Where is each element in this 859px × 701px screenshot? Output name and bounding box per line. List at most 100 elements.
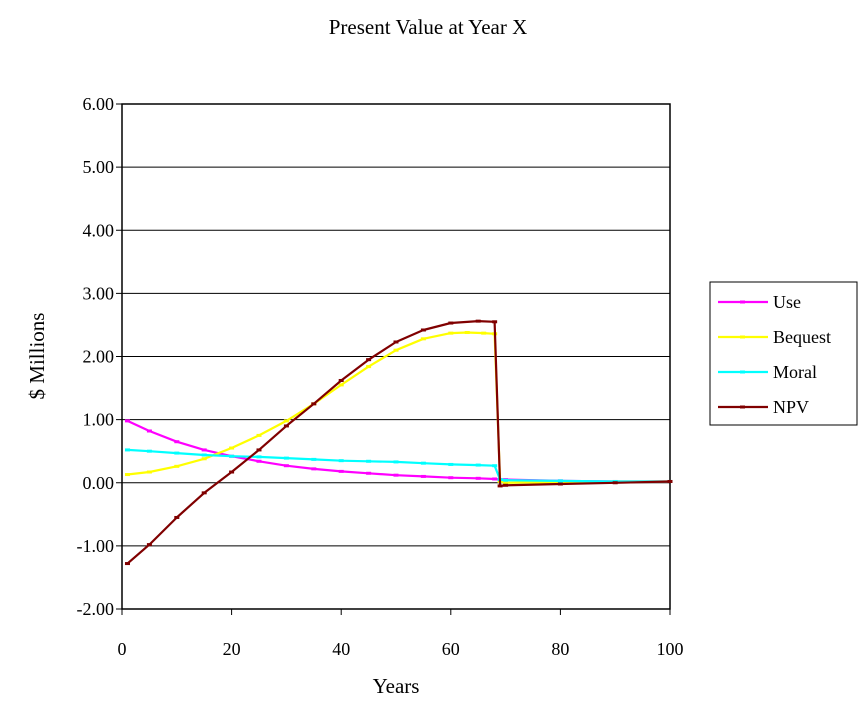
y-tick-label: 0.00: [83, 473, 115, 493]
x-tick-label: 40: [332, 639, 350, 659]
data-point-bequest: [174, 464, 180, 468]
data-point-moral: [492, 464, 498, 468]
data-point-npv: [420, 328, 426, 332]
data-point-use: [201, 448, 207, 452]
data-point-use: [256, 459, 262, 463]
legend-marker-npv: [740, 405, 745, 409]
series-line-use: [127, 419, 670, 483]
data-point-moral: [393, 460, 399, 464]
x-axis-ticks: 0 20 40 60 80 100: [118, 609, 684, 659]
legend-marker-bequest: [740, 335, 745, 339]
data-point-npv: [612, 481, 618, 485]
data-point-npv: [492, 320, 498, 324]
data-point-npv: [338, 378, 344, 382]
grid: [122, 166, 670, 547]
data-point-moral: [124, 448, 130, 452]
data-point-moral: [448, 462, 454, 466]
data-point-bequest: [338, 383, 344, 387]
data-point-npv: [557, 482, 563, 486]
y-axis-title: $ Millions: [25, 313, 49, 400]
y-tick-label: 1.00: [83, 410, 115, 430]
data-point-use: [283, 464, 289, 468]
data-point-npv: [174, 515, 180, 519]
x-tick-label: 100: [657, 639, 684, 659]
data-point-use: [174, 440, 180, 444]
y-tick-label: 6.00: [83, 94, 115, 114]
legend-label-use: Use: [773, 292, 801, 312]
data-point-use: [393, 473, 399, 477]
data-point-use: [146, 429, 152, 433]
y-tick-label: 3.00: [83, 283, 115, 303]
y-tick-label: 5.00: [83, 157, 115, 177]
data-point-use: [492, 477, 498, 481]
series-line-npv: [126, 320, 671, 565]
data-point-bequest: [481, 331, 487, 335]
data-point-bequest: [229, 446, 235, 450]
y-tick-label: 4.00: [83, 220, 115, 240]
legend-marker-use: [740, 300, 745, 304]
data-point-npv: [448, 321, 454, 325]
data-point-npv: [311, 402, 317, 406]
x-tick-label: 60: [442, 639, 460, 659]
x-tick-label: 80: [551, 639, 569, 659]
data-point-npv: [124, 562, 130, 566]
data-point-moral: [229, 454, 235, 458]
data-point-bequest: [448, 331, 454, 335]
data-point-moral: [475, 463, 481, 467]
legend-marker-moral: [740, 370, 745, 374]
data-point-npv: [366, 358, 372, 362]
series-lines: [124, 319, 673, 566]
y-tick-label: 2.00: [83, 347, 115, 367]
data-point-bequest: [366, 365, 372, 369]
data-point-use: [366, 471, 372, 475]
data-point-bequest: [283, 419, 289, 423]
data-point-npv: [497, 484, 503, 488]
data-point-bequest: [420, 337, 426, 341]
data-point-npv: [475, 319, 481, 323]
legend-box: [709, 281, 858, 426]
data-point-moral: [338, 459, 344, 463]
data-point-moral: [557, 479, 563, 483]
data-point-moral: [503, 478, 509, 482]
legend-label-bequest: Bequest: [773, 327, 831, 347]
data-point-moral: [256, 455, 262, 459]
data-point-npv: [667, 479, 673, 483]
data-point-moral: [283, 456, 289, 460]
legend-label-moral: Moral: [773, 362, 817, 382]
data-point-bequest: [124, 473, 130, 477]
data-point-moral: [174, 451, 180, 455]
data-point-use: [124, 419, 130, 423]
data-point-moral: [420, 461, 426, 465]
data-point-npv: [503, 483, 509, 487]
data-point-npv: [201, 491, 207, 495]
data-point-bequest: [464, 331, 470, 335]
y-tick-label: -1.00: [77, 536, 115, 556]
data-point-moral: [311, 457, 317, 461]
data-point-moral: [146, 449, 152, 453]
legend-label-npv: NPV: [773, 397, 809, 417]
data-point-npv: [283, 424, 289, 428]
x-tick-label: 20: [223, 639, 241, 659]
x-axis-title: Years: [373, 674, 420, 698]
data-point-npv: [146, 543, 152, 547]
series-line-moral: [127, 448, 670, 483]
data-point-use: [338, 469, 344, 473]
data-point-moral: [201, 453, 207, 457]
chart-title: Present Value at Year X: [329, 15, 528, 39]
y-axis-ticks: -2.00 -1.00 0.00 1.00 2.00 3.00 4.00 5.00 6.00: [77, 94, 122, 619]
data-point-use: [311, 467, 317, 471]
data-point-bequest: [393, 348, 399, 352]
data-point-npv: [393, 340, 399, 344]
data-point-npv: [229, 470, 235, 474]
data-point-bequest: [503, 481, 509, 485]
data-point-use: [448, 476, 454, 480]
data-point-bequest: [256, 433, 262, 437]
data-point-use: [420, 474, 426, 478]
data-point-moral: [366, 459, 372, 463]
data-point-npv: [256, 448, 262, 452]
x-tick-label: 0: [118, 639, 127, 659]
data-point-bequest: [201, 457, 207, 461]
legend: Use Bequest Moral NPV: [709, 281, 858, 426]
data-point-use: [475, 476, 481, 480]
